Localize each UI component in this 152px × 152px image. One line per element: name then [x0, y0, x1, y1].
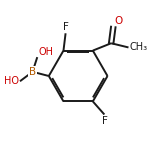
- Text: F: F: [102, 116, 108, 126]
- Text: O: O: [114, 16, 123, 26]
- Text: OH: OH: [38, 47, 53, 57]
- Text: CH₃: CH₃: [129, 42, 147, 52]
- Text: F: F: [63, 22, 69, 32]
- Text: HO: HO: [4, 76, 19, 86]
- Text: B: B: [29, 67, 36, 77]
